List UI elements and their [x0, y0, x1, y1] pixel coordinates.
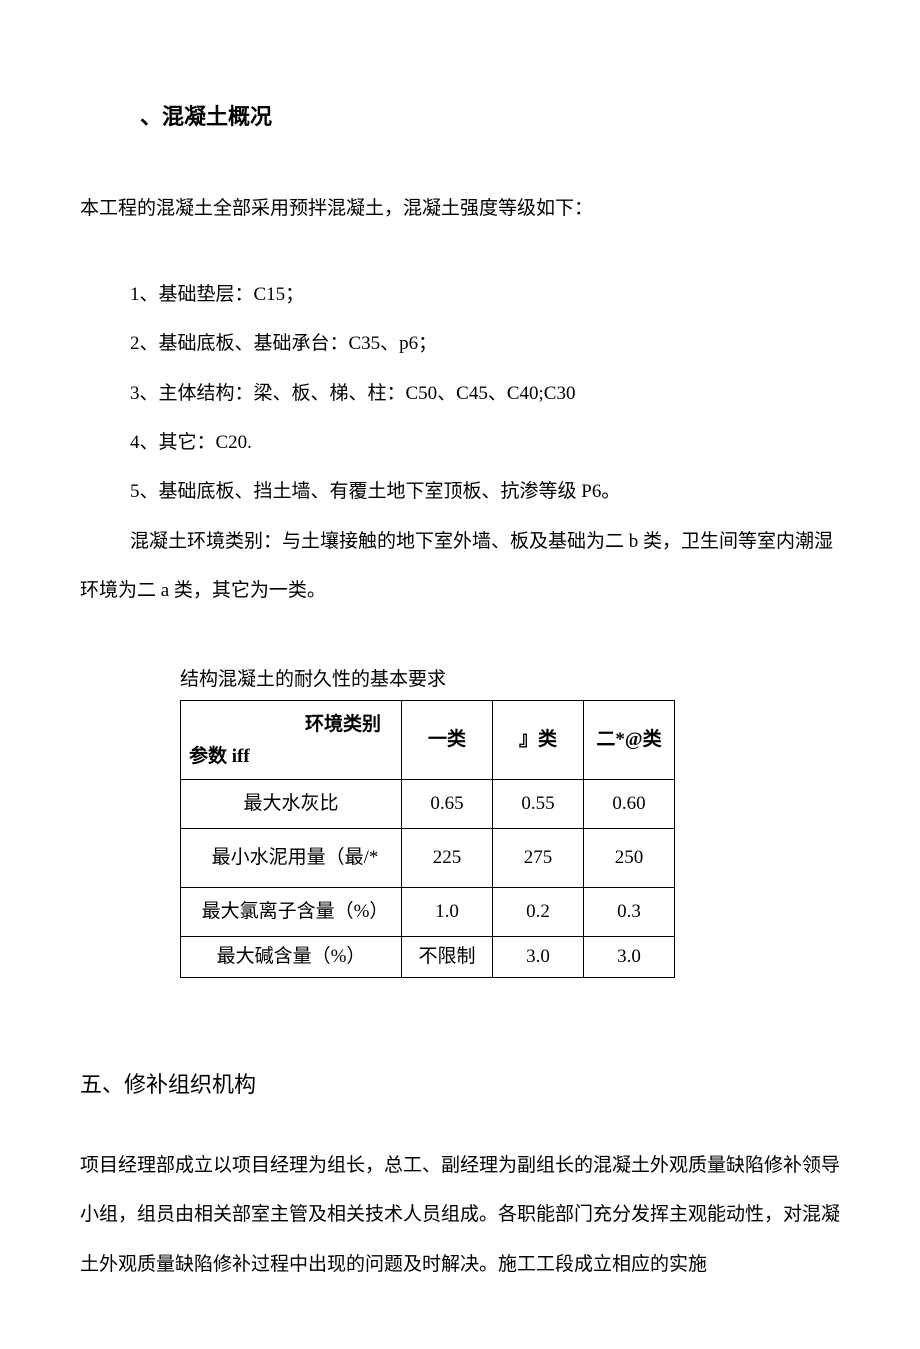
value-cell: 250: [584, 829, 675, 888]
list-item: 3、主体结构：梁、板、梯、柱：C50、C45、C40;C30: [130, 369, 840, 418]
col-header: 』类: [493, 701, 584, 780]
value-cell: 0.55: [493, 780, 584, 829]
table-row: 最大碱含量（%） 不限制 3.0 3.0: [181, 937, 675, 978]
section-heading-concrete: 、混凝土概况: [140, 100, 840, 133]
environment-text: 混凝土环境类别：与土壤接触的地下室外墙、板及基础为二 b 类，卫生间等室内潮湿环…: [80, 531, 833, 601]
value-cell: 不限制: [402, 937, 493, 978]
intro-paragraph: 本工程的混凝土全部采用预拌混凝土，混凝土强度等级如下：: [80, 188, 840, 230]
environment-paragraph: 混凝土环境类别：与土壤接触的地下室外墙、板及基础为二 b 类，卫生间等室内潮湿环…: [80, 517, 840, 616]
table-header-row: 环境类别 参数 iff 一类 』类 二*@类: [181, 701, 675, 780]
value-cell: 3.0: [493, 937, 584, 978]
concrete-grade-list: 1、基础垫层：C15； 2、基础底板、基础承台：C35、p6； 3、主体结构：梁…: [130, 270, 840, 517]
value-cell: 1.0: [402, 888, 493, 937]
value-cell: 3.0: [584, 937, 675, 978]
list-item: 4、其它：C20.: [130, 418, 840, 467]
list-item: 5、基础底板、挡土墙、有覆土地下室顶板、抗渗等级 P6。: [130, 467, 840, 516]
col-header: 二*@类: [584, 701, 675, 780]
durability-table: 环境类别 参数 iff 一类 』类 二*@类 最大水灰比 0.65 0.55 0…: [180, 700, 675, 978]
repair-org-paragraph: 项目经理部成立以项目经理为组长，总工、副经理为副组长的混凝土外观质量缺陷修补领导…: [80, 1141, 840, 1289]
table-row: 最大氯离子含量（%） 1.0 0.2 0.3: [181, 888, 675, 937]
value-cell: 0.65: [402, 780, 493, 829]
section-heading-repair-org: 五、修补组织机构: [80, 1068, 840, 1101]
table-caption: 结构混凝土的耐久性的基本要求: [180, 666, 840, 695]
list-item: 2、基础底板、基础承台：C35、p6；: [130, 319, 840, 368]
list-item: 1、基础垫层：C15；: [130, 270, 840, 319]
table-row: 最大水灰比 0.65 0.55 0.60: [181, 780, 675, 829]
param-cell: 最大水灰比: [181, 780, 402, 829]
header-param-label: 参数 iff: [189, 743, 250, 772]
value-cell: 225: [402, 829, 493, 888]
value-cell: 0.3: [584, 888, 675, 937]
value-cell: 275: [493, 829, 584, 888]
param-cell: 最大氯离子含量（%）: [181, 888, 402, 937]
table-row: 最小水泥用量（最/* 225 275 250: [181, 829, 675, 888]
table-corner-cell: 环境类别 参数 iff: [181, 701, 402, 780]
value-cell: 0.2: [493, 888, 584, 937]
value-cell: 0.60: [584, 780, 675, 829]
header-env-label: 环境类别: [305, 711, 381, 740]
param-cell: 最大碱含量（%）: [181, 937, 402, 978]
param-cell: 最小水泥用量（最/*: [181, 829, 402, 888]
col-header: 一类: [402, 701, 493, 780]
